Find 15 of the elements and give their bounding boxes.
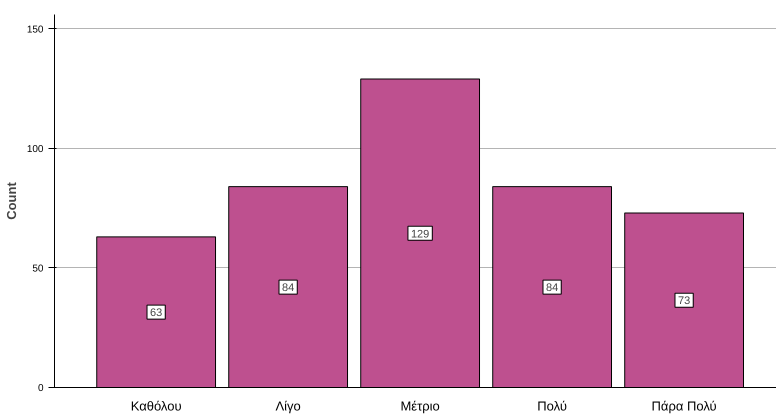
data-label: 84 (546, 282, 558, 294)
y-tick-label: 50 (32, 263, 44, 274)
y-tick-label: 0 (38, 383, 44, 394)
data-label: 63 (150, 307, 162, 320)
x-tick-label: Πάρα Πολύ (652, 398, 717, 414)
x-tick-label: Πολύ (537, 398, 567, 414)
x-tick-label: Λίγο (275, 398, 301, 414)
data-label: 84 (282, 282, 294, 294)
y-axis-title: Count (4, 182, 19, 220)
y-tick-label: 150 (26, 24, 44, 36)
y-tick-label: 100 (26, 144, 44, 155)
data-label: 129 (410, 228, 430, 240)
x-tick-label: Μέτριο (400, 398, 440, 414)
x-tick-label: Καθόλου (130, 398, 182, 414)
data-label: 73 (678, 295, 690, 308)
